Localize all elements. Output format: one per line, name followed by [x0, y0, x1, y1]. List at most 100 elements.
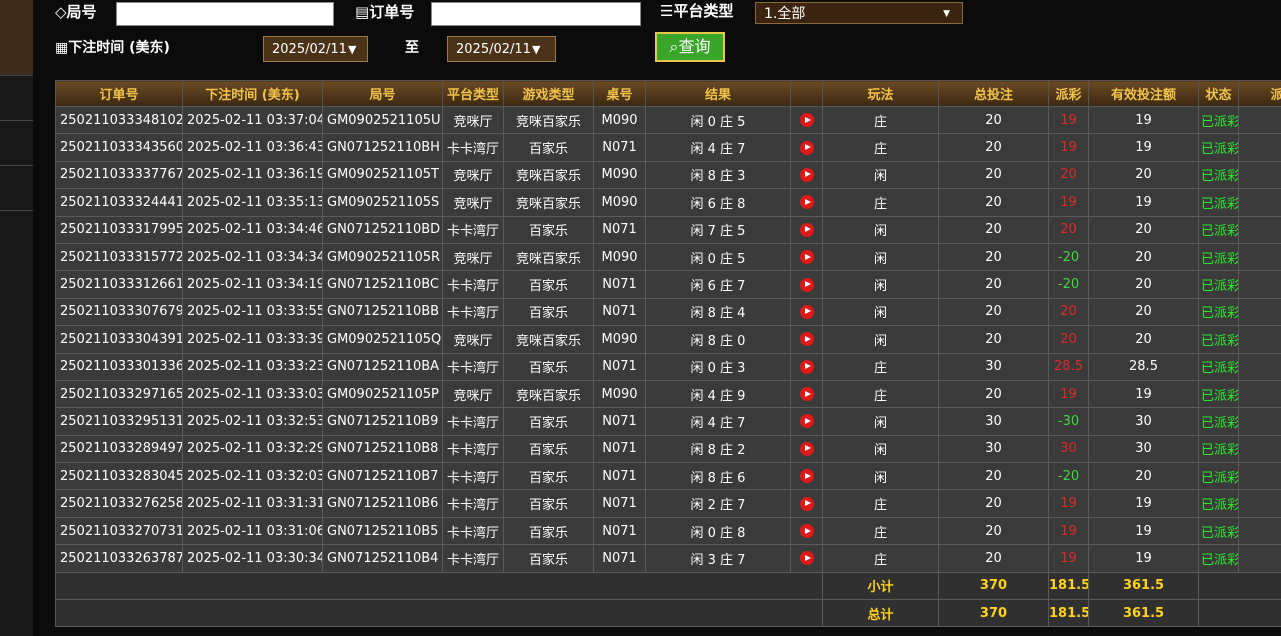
cell: 已派彩	[1198, 242, 1239, 272]
summary-value: 370	[938, 599, 1049, 628]
replay-cell	[790, 352, 823, 381]
cell: 2025-02-11 03:36:19	[182, 160, 323, 190]
cell	[1238, 407, 1281, 436]
cell: 2025-02-11 03:32:29	[182, 434, 323, 464]
table-row: 250211033289497 2025-02-11 03:32:29 GN0712…	[55, 434, 1281, 464]
replay-icon[interactable]	[799, 167, 814, 182]
cell: 30	[938, 352, 1049, 381]
replay-icon[interactable]	[799, 496, 814, 511]
cell: 2025-02-11 03:36:43	[182, 133, 323, 162]
replay-icon[interactable]	[799, 113, 814, 128]
cell	[1238, 325, 1281, 354]
summary-row: 总计 370 181.5 361.5	[55, 599, 1281, 628]
replay-icon[interactable]	[799, 441, 814, 456]
cell: 20	[1048, 215, 1089, 244]
cell	[55, 571, 823, 601]
cell: 已派彩	[1198, 215, 1239, 244]
cell	[1238, 516, 1281, 546]
cell: 竞咪厅	[442, 188, 504, 217]
cell: 2025-02-11 03:34:19	[182, 270, 323, 299]
cell: 19	[1048, 105, 1089, 135]
cell: GM0902521105T	[322, 160, 443, 190]
replay-icon[interactable]	[799, 414, 814, 429]
cell: 19	[1048, 516, 1089, 546]
cell: 闲	[822, 160, 939, 190]
replay-icon[interactable]	[799, 140, 814, 155]
cell: 250211033304391	[55, 325, 183, 354]
cell: N071	[593, 516, 646, 546]
cell: N071	[593, 462, 646, 491]
column-header: 平台类型	[442, 80, 504, 107]
cell: 20	[1088, 325, 1199, 354]
table-row: 250211033307679 2025-02-11 03:33:55 GN0712…	[55, 297, 1281, 327]
replay-icon[interactable]	[799, 332, 814, 347]
replay-icon[interactable]	[799, 304, 814, 319]
cell: 2025-02-11 03:34:34	[182, 242, 323, 272]
column-header: 下注时间 (美东)	[182, 80, 323, 107]
cell: 20	[1088, 215, 1199, 244]
cell: 闲 2 庄 7	[645, 489, 791, 518]
date-to[interactable]: 2025/02/11	[447, 36, 556, 62]
cell	[1238, 105, 1281, 135]
cell: 30	[938, 407, 1049, 436]
cell: 庄	[822, 105, 939, 135]
replay-cell	[790, 297, 823, 327]
round-input[interactable]	[116, 2, 334, 26]
replay-icon[interactable]	[799, 195, 814, 210]
replay-cell	[790, 160, 823, 190]
replay-cell	[790, 462, 823, 491]
sidebar-item	[0, 121, 33, 166]
cell: 20	[1048, 325, 1089, 354]
replay-icon[interactable]	[799, 250, 814, 265]
replay-icon[interactable]	[799, 387, 814, 402]
cell: 250211033289497	[55, 434, 183, 464]
cell: N071	[593, 133, 646, 162]
cell: 已派彩	[1198, 434, 1239, 464]
order-input[interactable]	[431, 2, 641, 26]
column-header: 局号	[322, 80, 443, 107]
cell: 卡卡湾厅	[442, 434, 504, 464]
replay-icon[interactable]	[799, 359, 814, 374]
cell: 20	[1088, 462, 1199, 491]
cell: M090	[593, 325, 646, 354]
cell: 庄	[822, 516, 939, 546]
cell: GN071252110B8	[322, 434, 443, 464]
cell: 250211033276258	[55, 489, 183, 518]
column-header: 游戏类型	[503, 80, 594, 107]
cell: 19	[1088, 188, 1199, 217]
replay-cell	[790, 188, 823, 217]
cell: 19	[1088, 133, 1199, 162]
platform-select[interactable]: 1.全部	[755, 2, 963, 25]
cell: 20	[938, 379, 1049, 409]
cell: 卡卡湾厅	[442, 352, 504, 381]
cell: 已派彩	[1198, 188, 1239, 217]
date-from[interactable]: 2025/02/11	[263, 36, 368, 62]
replay-icon[interactable]	[799, 524, 814, 539]
cell: 闲	[822, 462, 939, 491]
cell	[1238, 489, 1281, 518]
cell	[1198, 571, 1281, 601]
cell: 百家乐	[503, 489, 594, 518]
replay-icon[interactable]	[799, 469, 814, 484]
cell	[1238, 160, 1281, 190]
cell: GM0902521105S	[322, 188, 443, 217]
cell: 已派彩	[1198, 352, 1239, 381]
summary-value: 361.5	[1088, 571, 1199, 601]
cell: 竞咪厅	[442, 105, 504, 135]
table-row: 250211033283045 2025-02-11 03:32:03 GN0712…	[55, 462, 1281, 491]
cell: 已派彩	[1198, 297, 1239, 327]
replay-icon[interactable]	[799, 551, 814, 566]
replay-icon[interactable]	[799, 277, 814, 292]
cell: 卡卡湾厅	[442, 270, 504, 299]
table-row: 250211033343560 2025-02-11 03:36:43 GN0712…	[55, 133, 1281, 162]
replay-icon[interactable]	[799, 222, 814, 237]
time-label: ▦下注时间 (美东)	[55, 40, 170, 56]
summary-label: 总计	[822, 599, 939, 628]
cell: M090	[593, 242, 646, 272]
table-row: 250211033295131 2025-02-11 03:32:53 GN0712…	[55, 407, 1281, 436]
search-button[interactable]: ⌕查询	[655, 32, 725, 62]
platform-label: ☰平台类型	[660, 2, 734, 20]
cell: 竞咪厅	[442, 160, 504, 190]
cell: M090	[593, 188, 646, 217]
cell: 已派彩	[1198, 516, 1239, 546]
